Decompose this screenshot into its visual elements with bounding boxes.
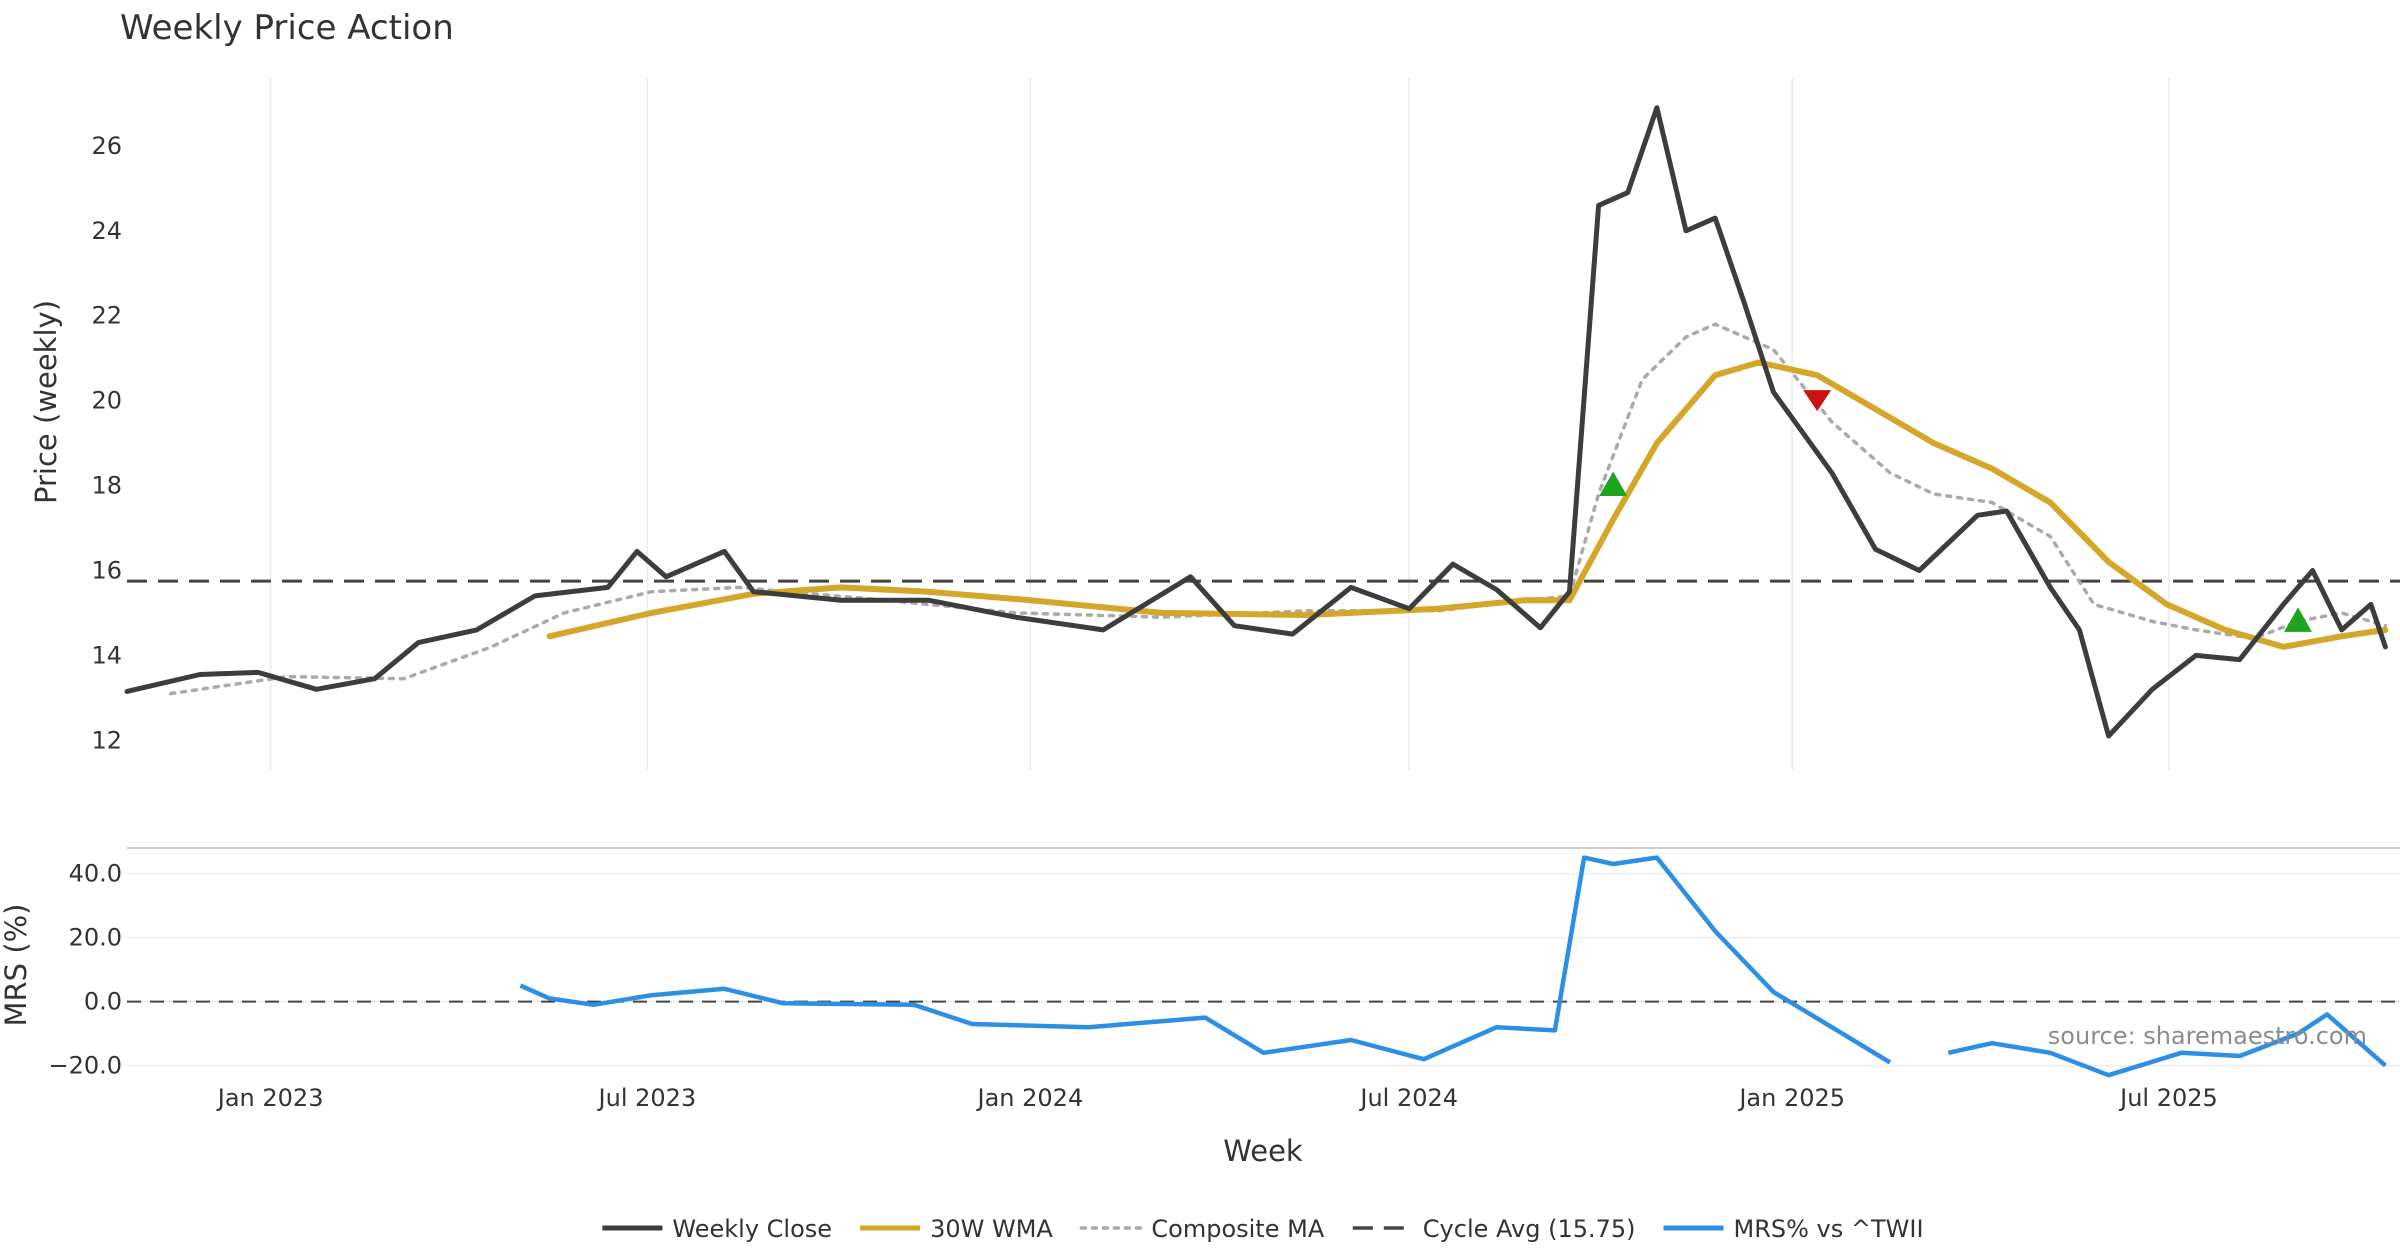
- price-y-tick-label: 26: [91, 132, 122, 160]
- x-tick-label: Jul 2024: [1358, 1084, 1458, 1112]
- legend-item: Cycle Avg (15.75): [1352, 1215, 1636, 1243]
- price-y-tick-label: 22: [91, 302, 122, 330]
- sell-signal-marker: [1803, 390, 1832, 412]
- legend-label: MRS% vs ^TWII: [1734, 1215, 1924, 1243]
- series-30w-wma: [546, 359, 2389, 650]
- price-y-tick-label: 24: [91, 217, 122, 245]
- price-panel: 12 14 16 18 20 22 24 26: [91, 78, 2400, 770]
- legend-item: Composite MA: [1079, 1215, 1325, 1243]
- legend-label: Composite MA: [1151, 1215, 1324, 1243]
- series-mrs-vs-twii: [1947, 1012, 2387, 1078]
- mrs-panel: −20.0 0.0 20.0 40.0: [48, 847, 2400, 1080]
- legend-label: Cycle Avg (15.75): [1423, 1215, 1636, 1243]
- x-axis-title: Week: [1223, 1134, 1303, 1168]
- legend: Weekly Close 30W WMA Composite MA Cycle Avg…: [602, 1215, 1924, 1243]
- x-tick-label: Jan 2024: [976, 1084, 1084, 1112]
- x-tick-label: Jan 2025: [1737, 1084, 1845, 1112]
- price-axis-title: Price (weekly): [29, 300, 63, 504]
- chart-title: Weekly Price Action: [120, 8, 454, 48]
- price-y-tick-label: 16: [91, 556, 122, 584]
- x-tick-label: Jul 2025: [2118, 1084, 2218, 1112]
- mrs-y-tick-label: 40.0: [69, 860, 122, 888]
- x-axis: Jan 2023 Jul 2023 Jan 2024 Jul 2024 Jan 2025…: [216, 1084, 2218, 1112]
- price-y-tick-label: 14: [91, 641, 122, 669]
- legend-label: 30W WMA: [930, 1215, 1053, 1243]
- mrs-y-tick-label: 20.0: [69, 924, 122, 952]
- buy-signal-marker: [1599, 471, 1628, 497]
- x-tick-label: Jan 2023: [216, 1084, 324, 1112]
- x-tick-label: Jul 2023: [597, 1084, 697, 1112]
- legend-label: Weekly Close: [672, 1215, 832, 1243]
- price-y-tick-label: 20: [91, 387, 122, 415]
- legend-item: Weekly Close: [602, 1215, 832, 1243]
- legend-item: 30W WMA: [860, 1215, 1053, 1243]
- buy-signal-marker: [2284, 607, 2313, 632]
- price-y-tick-label: 18: [91, 472, 122, 500]
- series-weekly-close: [124, 105, 2388, 739]
- mrs-axis-title: MRS (%): [0, 904, 33, 1027]
- legend-item: MRS% vs ^TWII: [1663, 1215, 1924, 1243]
- series-mrs-vs-twii: [519, 855, 1892, 1065]
- mrs-y-tick-label: −20.0: [48, 1052, 122, 1080]
- price-y-tick-label: 12: [91, 726, 122, 754]
- series-composite-ma: [168, 322, 2388, 696]
- source-watermark: source: sharemaestro.com: [2048, 1022, 2367, 1050]
- mrs-y-tick-label: 0.0: [84, 988, 122, 1016]
